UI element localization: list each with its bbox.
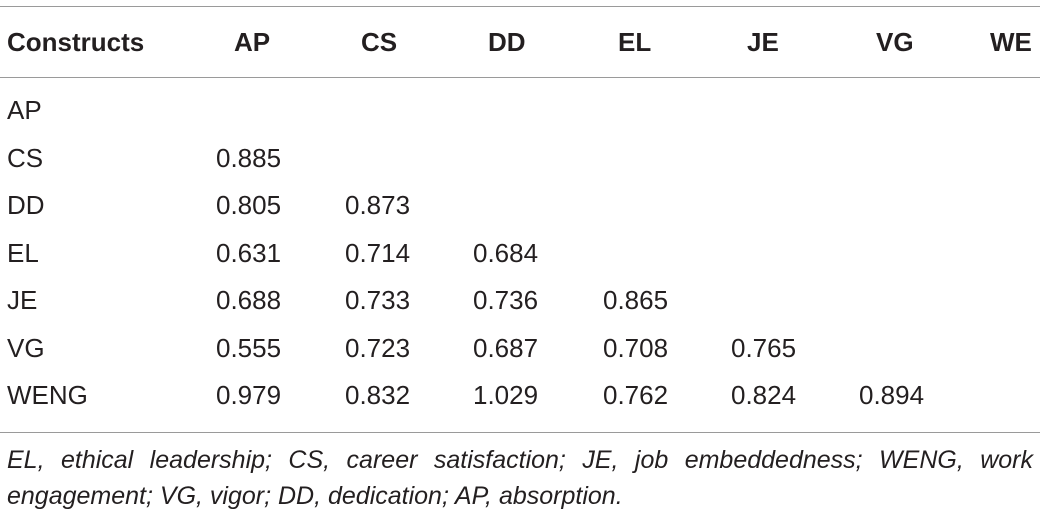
table-row: WENG 0.979 0.832 1.029 0.762 0.824 0.894 <box>0 377 1040 425</box>
header-col-ap: AP <box>234 27 271 57</box>
table-row: DD 0.805 0.873 <box>0 187 1040 235</box>
table-top-rule <box>0 6 1040 7</box>
header-col-cs: CS <box>361 27 398 57</box>
table-cell: 0.832 <box>345 380 411 410</box>
table-cell: 0.688 <box>216 285 282 315</box>
header-col-je: JE <box>747 27 779 57</box>
row-label: EL <box>7 237 39 268</box>
table-cell: 0.765 <box>731 332 797 363</box>
table-cell: 0.708 <box>603 332 669 363</box>
table-body: AP CS 0.885 DD 0.805 0.873 EL 0.631 0.714 0.684 JE… <box>0 92 1040 425</box>
table-cell: 0.873 <box>345 190 411 220</box>
table-cell: 0.723 <box>345 332 411 363</box>
table-row: AP <box>0 92 1040 140</box>
table-cell: 1.029 <box>473 380 539 410</box>
table-bottom-rule <box>0 432 1040 433</box>
table-cell: 0.885 <box>216 142 282 173</box>
table-cell: 0.631 <box>216 237 282 268</box>
header-col-dd: DD <box>488 27 526 57</box>
table-row: CS 0.885 <box>0 140 1040 188</box>
table-cell: 0.733 <box>345 285 411 315</box>
table-cell: 0.687 <box>473 332 539 363</box>
row-label: VG <box>7 332 45 363</box>
table-cell: 0.714 <box>345 237 411 268</box>
table-header-row: Constructs AP CS DD EL JE VG WE <box>0 24 1040 60</box>
header-col-el: EL <box>618 27 652 57</box>
table-header-rule <box>0 77 1040 78</box>
header-col-vg: VG <box>876 27 914 57</box>
row-label: AP <box>7 95 42 125</box>
table-row: VG 0.555 0.723 0.687 0.708 0.765 <box>0 330 1040 378</box>
table-row: JE 0.688 0.733 0.736 0.865 <box>0 282 1040 330</box>
table-cell: 0.865 <box>603 285 669 315</box>
header-constructs: Constructs <box>7 27 145 57</box>
table-cell: 0.805 <box>216 190 282 220</box>
table-cell: 0.979 <box>216 380 282 410</box>
table-cell: 0.684 <box>473 237 539 268</box>
table-cell: 0.555 <box>216 332 282 363</box>
header-col-we: WE <box>990 27 1032 57</box>
row-label: JE <box>7 285 38 315</box>
table-row: EL 0.631 0.714 0.684 <box>0 235 1040 283</box>
row-label: DD <box>7 190 45 220</box>
table-cell: 0.762 <box>603 380 669 410</box>
row-label: WENG <box>7 380 88 410</box>
row-label: CS <box>7 142 44 173</box>
table-cell: 0.894 <box>859 380 925 410</box>
table-cell: 0.824 <box>731 380 797 410</box>
table-cell: 0.736 <box>473 285 539 315</box>
table-footnote: EL, ethical leadership; CS, career satis… <box>7 446 1033 510</box>
